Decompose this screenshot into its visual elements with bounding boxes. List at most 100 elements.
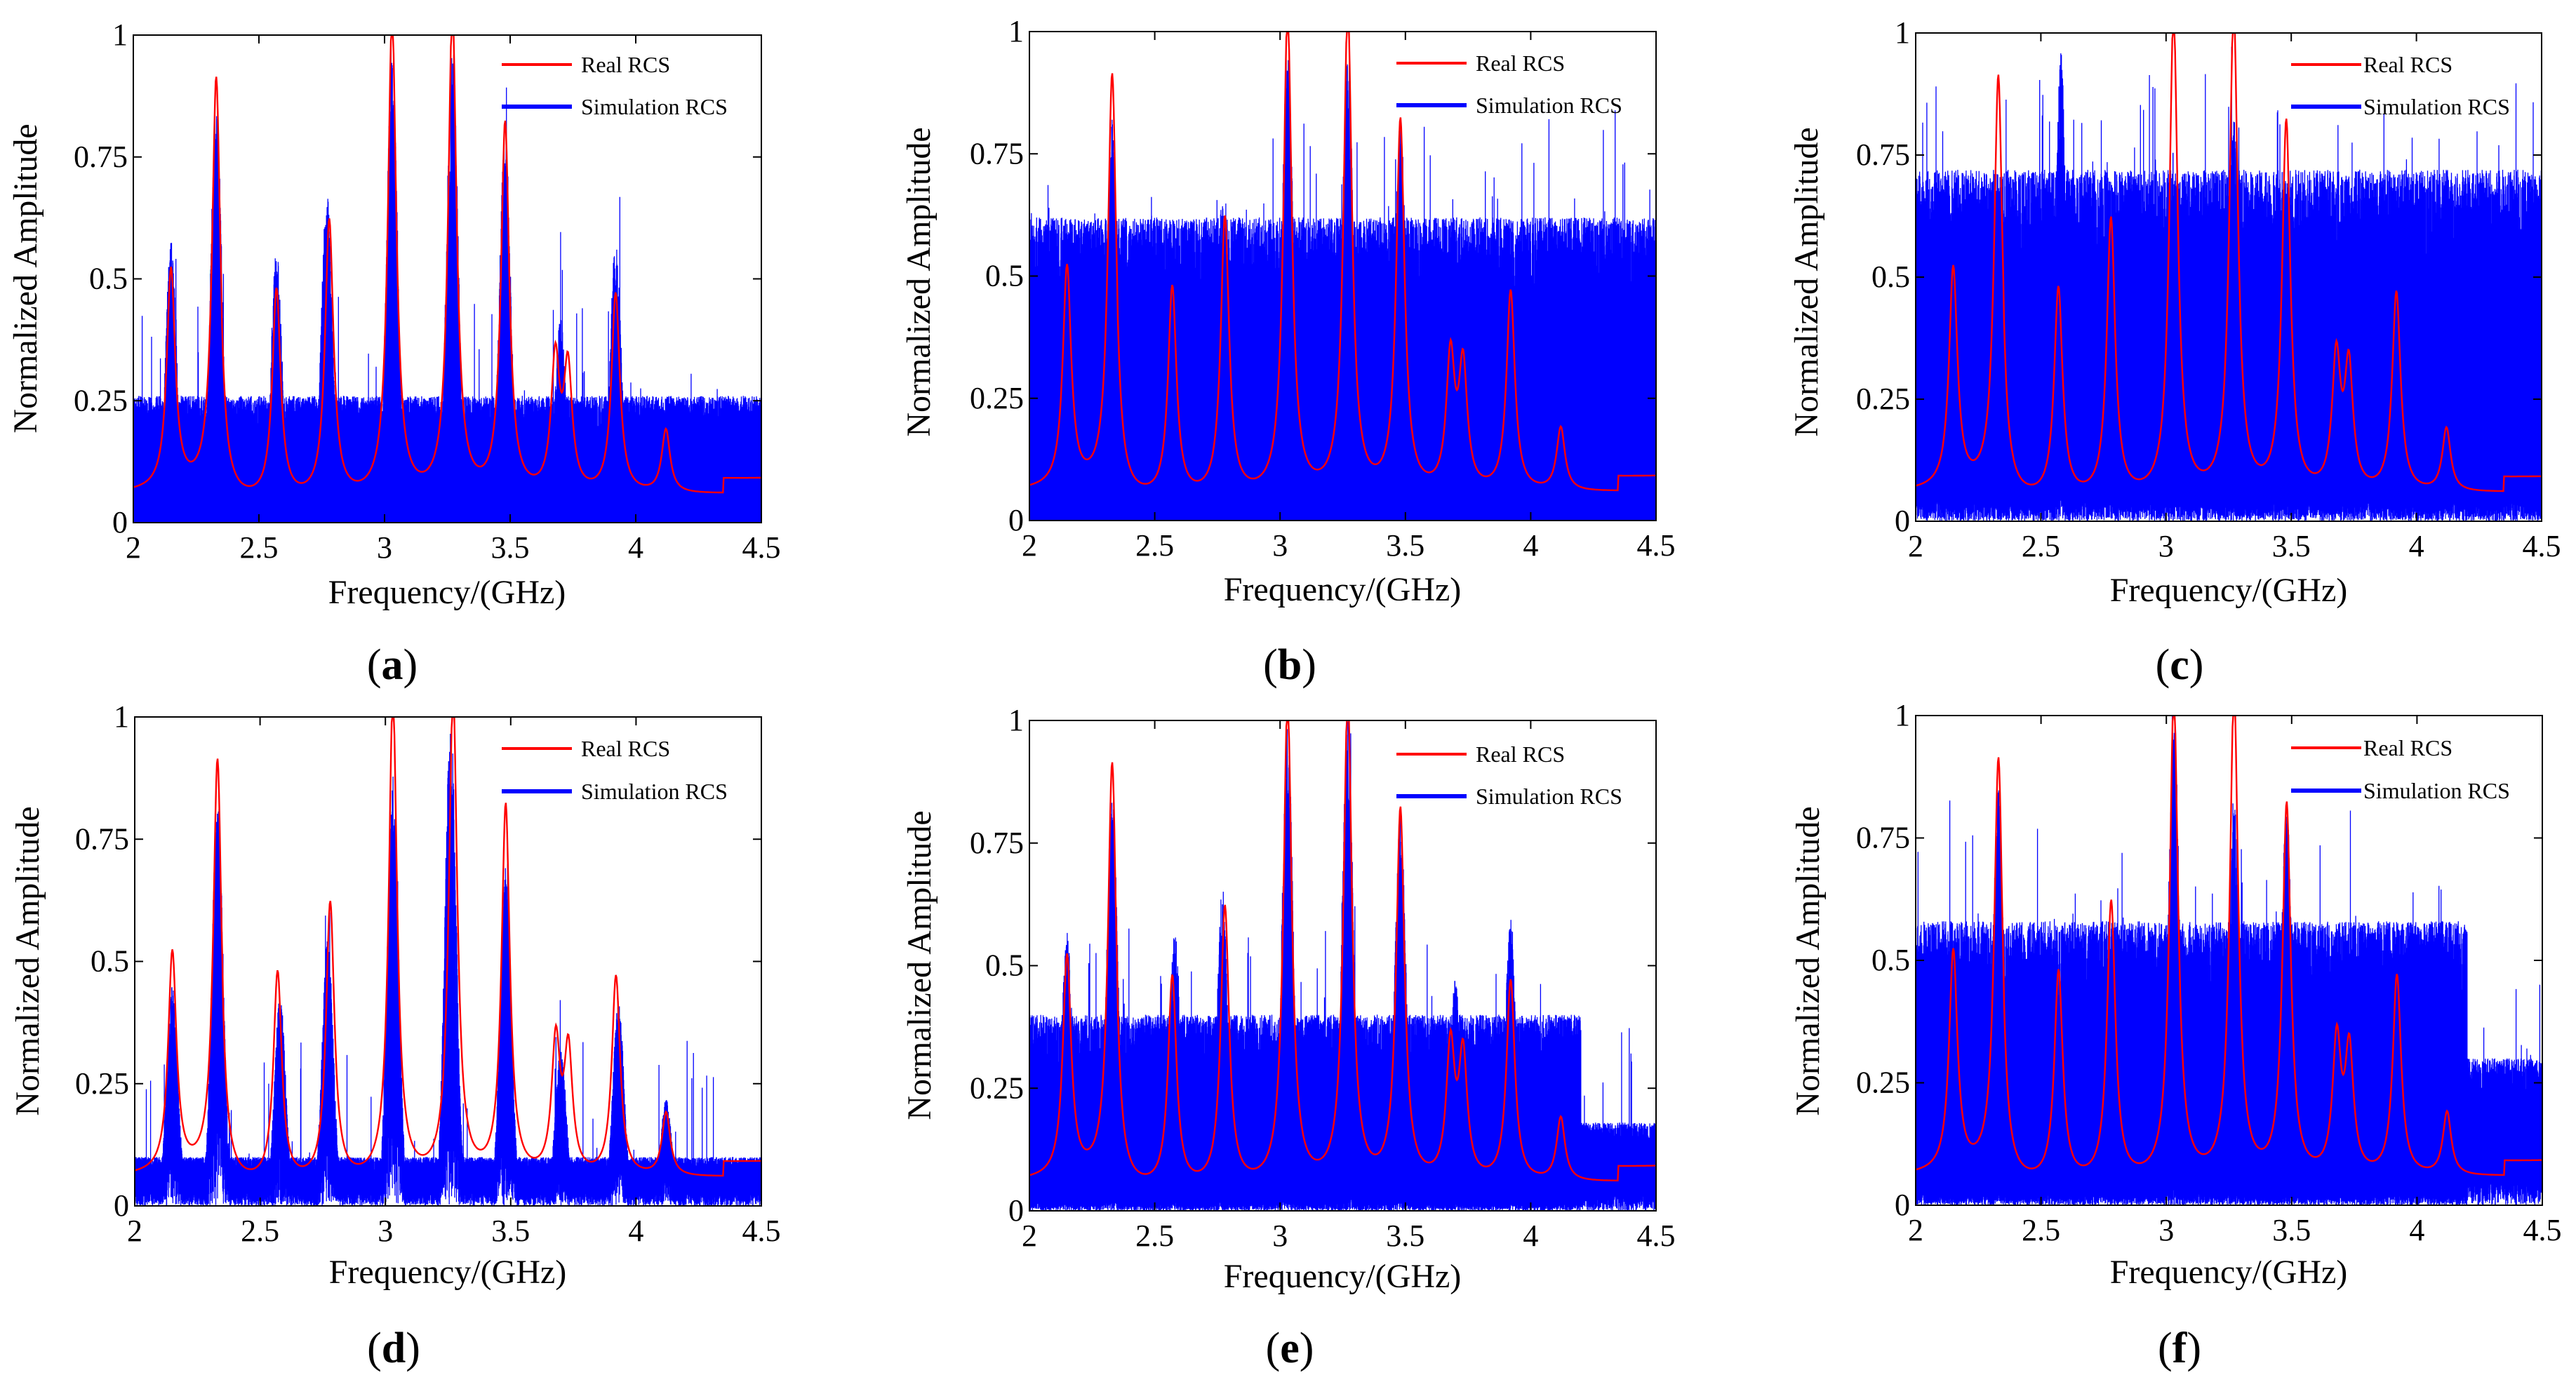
real-rcs-series <box>1029 720 1656 1181</box>
x-tick-label: 2.5 <box>241 1214 279 1248</box>
panel-caption: (a) <box>367 641 418 689</box>
x-tick-label: 3.5 <box>491 1214 530 1248</box>
y-tick-label: 0.75 <box>74 140 128 174</box>
caption-open: ( <box>367 641 382 689</box>
plot-area: 2 2.5 3 3.5 4 4.5 0 0.25 0.5 0.75 1 <box>970 14 1676 563</box>
x-tick-label: 2.5 <box>240 530 279 565</box>
x-axis-label: Frequency/(GHz) <box>1224 1258 1462 1295</box>
legend-sim-label: Simulation RCS <box>1476 93 1622 118</box>
y-tick-label: 0.25 <box>1856 382 1910 416</box>
real-rcs-series <box>1916 716 2542 1176</box>
x-tick-label: 3.5 <box>2272 1213 2311 1247</box>
y-tick-label: 0 <box>1008 1193 1024 1228</box>
x-axis-label: Frequency/(GHz) <box>1224 571 1462 608</box>
x-tick-label: 4 <box>628 530 643 565</box>
caption-close: ) <box>406 1324 420 1372</box>
y-tick-label: 0.75 <box>75 821 129 856</box>
y-tick-label: 0.5 <box>985 259 1024 293</box>
caption-close: ) <box>1300 1324 1314 1372</box>
legend: Real RCS Simulation RCS <box>502 52 728 119</box>
panel-caption: (f) <box>2158 1324 2201 1372</box>
panel-caption: (d) <box>367 1324 420 1372</box>
plot-area: 2 2.5 3 3.5 4 4.5 0 0.25 0.5 0.75 1 <box>970 703 1676 1253</box>
legend-real-label: Real RCS <box>1476 51 1565 76</box>
x-tick-label: 3.5 <box>1386 528 1424 563</box>
panel-a: 2 2.5 3 3.5 4 4.5 0 0.25 0.5 0.75 1 Real RCS Simul… <box>7 18 781 689</box>
y-axis-label: Normalized Amplitude <box>7 123 44 433</box>
y-tick-label: 0.5 <box>985 948 1024 983</box>
x-tick-label: 4 <box>1523 528 1538 563</box>
x-tick-label: 4 <box>628 1214 643 1248</box>
x-tick-label: 3 <box>2158 529 2174 563</box>
real-rcs-series <box>1029 32 1656 492</box>
x-tick-label: 3 <box>377 530 392 565</box>
x-tick-label: 2 <box>126 530 141 565</box>
y-tick-label: 0.5 <box>91 944 129 979</box>
panel-caption: (c) <box>2156 641 2204 689</box>
legend: Real RCS Simulation RCS <box>502 736 728 804</box>
x-tick-label: 2 <box>127 1214 142 1248</box>
legend-real-label: Real RCS <box>1476 742 1565 767</box>
x-tick-label: 4 <box>2409 1213 2424 1247</box>
x-tick-label: 3.5 <box>1386 1219 1424 1253</box>
y-axis-label: Normalized Amplitude <box>1788 127 1825 436</box>
x-tick-label: 4.5 <box>2523 529 2561 563</box>
y-tick-label: 0 <box>1895 504 1910 538</box>
legend-real-label: Real RCS <box>2363 52 2452 77</box>
legend-sim-label: Simulation RCS <box>1476 784 1622 809</box>
caption-open: ( <box>367 1324 382 1372</box>
y-tick-label: 0.75 <box>970 826 1024 860</box>
y-tick-label: 0.75 <box>1856 137 1910 172</box>
x-tick-label: 2 <box>1022 528 1037 563</box>
x-tick-label: 4.5 <box>742 530 781 565</box>
x-tick-label: 2 <box>1908 529 1923 563</box>
x-tick-label: 2.5 <box>1135 528 1174 563</box>
panel-f: 2 2.5 3 3.5 4 4.5 0 0.25 0.5 0.75 1 Real RCS Simul… <box>1789 698 2562 1372</box>
plot-area: 2 2.5 3 3.5 4 4.5 0 0.25 0.5 0.75 1 <box>1856 15 2561 563</box>
caption-open: ( <box>2156 641 2170 689</box>
caption-letter: e <box>1280 1324 1300 1372</box>
simulation-rcs-series <box>1029 60 1656 521</box>
y-tick-label: 0.25 <box>1856 1066 1910 1100</box>
simulation-rcs-series <box>1029 721 1656 1211</box>
y-tick-label: 0.75 <box>970 136 1024 170</box>
y-tick-label: 1 <box>1008 14 1024 48</box>
caption-letter: b <box>1278 641 1302 689</box>
x-tick-label: 4.5 <box>742 1214 781 1248</box>
x-tick-label: 4.5 <box>1637 1219 1676 1253</box>
panel-b: 2 2.5 3 3.5 4 4.5 0 0.25 0.5 0.75 1 Real RCS Simul… <box>900 14 1676 689</box>
y-tick-label: 0.25 <box>970 1071 1024 1105</box>
caption-letter: a <box>382 641 403 689</box>
legend-sim-label: Simulation RCS <box>2363 778 2510 803</box>
y-tick-label: 1 <box>114 699 129 734</box>
legend-real-label: Real RCS <box>581 736 670 761</box>
x-tick-label: 2.5 <box>2022 529 2060 563</box>
y-tick-label: 0 <box>114 1188 129 1223</box>
x-tick-label: 2.5 <box>1135 1219 1174 1253</box>
legend-real-label: Real RCS <box>581 52 670 77</box>
legend-real-label: Real RCS <box>2363 735 2452 760</box>
x-tick-label: 3 <box>378 1214 393 1248</box>
caption-letter: d <box>382 1324 406 1372</box>
y-tick-label: 0 <box>1008 503 1024 537</box>
y-tick-label: 0.5 <box>1871 943 1910 977</box>
legend-sim-label: Simulation RCS <box>2363 94 2510 119</box>
legend-sim-label: Simulation RCS <box>581 779 728 804</box>
x-axis-label: Frequency/(GHz) <box>329 1254 567 1291</box>
real-rcs-series <box>133 35 761 494</box>
plot-area: 2 2.5 3 3.5 4 4.5 0 0.25 0.5 0.75 1 <box>1856 698 2562 1247</box>
x-axis-label: Frequency/(GHz) <box>2110 572 2348 609</box>
legend: Real RCS Simulation RCS <box>2291 735 2510 803</box>
y-tick-label: 0.25 <box>970 381 1024 415</box>
simulation-rcs-series <box>133 47 761 523</box>
caption-open: ( <box>1263 641 1278 689</box>
caption-letter: c <box>2170 641 2189 689</box>
y-axis-label: Normalized Amplitude <box>1789 806 1827 1115</box>
plot-area: 2 2.5 3 3.5 4 4.5 0 0.25 0.5 0.75 1 <box>75 699 781 1248</box>
x-axis-label: Frequency/(GHz) <box>2110 1254 2348 1291</box>
y-tick-label: 1 <box>1008 703 1024 737</box>
y-tick-label: 1 <box>1895 698 1910 732</box>
caption-open: ( <box>1266 1324 1281 1372</box>
caption-letter: f <box>2173 1324 2188 1372</box>
